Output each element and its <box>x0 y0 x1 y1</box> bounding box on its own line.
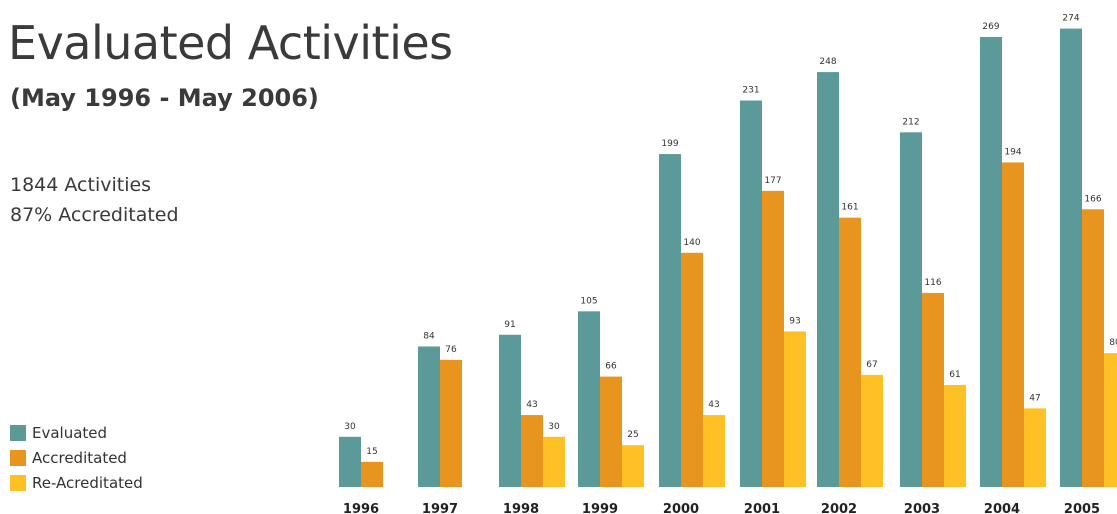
x-tick-label-1998: 1998 <box>503 502 539 514</box>
x-tick-label-1999: 1999 <box>582 502 618 514</box>
data-label-accreditated-1997: 76 <box>445 345 457 355</box>
bar-evaluated-1997 <box>418 346 440 487</box>
bar-evaluated-1998 <box>499 334 521 487</box>
data-label-re-acreditated-2003: 61 <box>949 370 960 380</box>
legend-label-accreditated: Accreditated <box>32 448 127 467</box>
data-label-evaluated-1997: 84 <box>423 331 435 341</box>
bar-re-acreditated-1998 <box>543 436 565 487</box>
bar-evaluated-2002 <box>817 72 839 487</box>
data-label-accreditated-1999: 66 <box>605 362 617 372</box>
legend-label-evaluated: Evaluated <box>32 423 108 442</box>
bar-re-acreditated-1999 <box>622 445 644 487</box>
legend-item-re-acreditated: Re-Acreditated <box>10 470 143 495</box>
data-label-evaluated-1998: 91 <box>504 320 515 330</box>
legend-item-accreditated: Accreditated <box>10 445 143 470</box>
data-label-accreditated-2004: 194 <box>1004 147 1021 157</box>
bar-re-acreditated-2001 <box>784 331 806 487</box>
bar-evaluated-1996 <box>339 436 361 487</box>
activities-count: 1844 Activities <box>10 174 152 196</box>
bar-re-acreditated-2002 <box>861 374 883 487</box>
bar-accreditated-1998 <box>521 415 543 487</box>
summary-stats: 1844 Activities 87% Accreditated <box>10 170 179 230</box>
bar-evaluated-2001 <box>740 100 762 488</box>
bar-evaluated-2000 <box>659 154 681 487</box>
x-tick-label-2000: 2000 <box>663 502 699 514</box>
bar-accreditated-2003 <box>922 292 944 487</box>
data-label-accreditated-2000: 140 <box>683 238 700 248</box>
bar-evaluated-2005 <box>1060 28 1082 488</box>
bar-accreditated-2004 <box>1002 162 1024 488</box>
data-label-evaluated-1996: 30 <box>344 422 356 432</box>
bar-evaluated-2004 <box>980 36 1002 487</box>
data-label-re-acreditated-2000: 43 <box>708 400 719 410</box>
accredited-percent: 87% Accreditated <box>10 204 179 226</box>
data-label-evaluated-2001: 231 <box>742 86 759 96</box>
bar-accreditated-2005 <box>1082 209 1104 488</box>
bar-evaluated-1999 <box>578 311 600 487</box>
data-label-accreditated-2002: 161 <box>841 203 858 213</box>
bar-accreditated-1996 <box>361 461 383 487</box>
bar-accreditated-2000 <box>681 252 703 487</box>
x-tick-label-2005: 2005 <box>1064 502 1100 514</box>
bar-evaluated-2003 <box>900 132 922 487</box>
data-label-re-acreditated-1999: 25 <box>627 430 638 440</box>
x-tick-label-1997: 1997 <box>422 502 458 514</box>
x-tick-label-1996: 1996 <box>343 502 379 514</box>
data-label-re-acreditated-2002: 67 <box>866 360 877 370</box>
bar-accreditated-2001 <box>762 190 784 487</box>
legend-label-re-acreditated: Re-Acreditated <box>32 473 143 492</box>
legend: Evaluated Accreditated Re-Acreditated <box>10 420 143 495</box>
bar-accreditated-1999 <box>600 376 622 487</box>
data-label-evaluated-2003: 212 <box>902 117 919 127</box>
legend-item-evaluated: Evaluated <box>10 420 143 445</box>
x-tick-label-2003: 2003 <box>904 502 940 514</box>
data-label-evaluated-2004: 269 <box>982 22 999 32</box>
data-label-accreditated-1996: 15 <box>366 447 377 457</box>
x-tick-label-2002: 2002 <box>821 502 857 514</box>
chart-title: Evaluated Activities <box>8 16 453 70</box>
data-label-re-acreditated-2005: 80 <box>1109 338 1117 348</box>
data-label-accreditated-2001: 177 <box>764 176 781 186</box>
data-label-re-acreditated-2004: 47 <box>1029 393 1040 403</box>
data-label-evaluated-2002: 248 <box>819 57 836 67</box>
data-label-accreditated-2005: 166 <box>1084 194 1101 204</box>
data-label-evaluated-2005: 274 <box>1062 14 1079 24</box>
bar-re-acreditated-2000 <box>703 415 725 487</box>
x-tick-label-2001: 2001 <box>744 502 780 514</box>
bar-re-acreditated-2005 <box>1104 353 1117 487</box>
bar-re-acreditated-2004 <box>1024 408 1046 487</box>
data-label-re-acreditated-2001: 93 <box>789 316 800 326</box>
legend-swatch-evaluated <box>10 424 26 441</box>
legend-swatch-accreditated <box>10 449 26 466</box>
bar-re-acreditated-2003 <box>944 384 966 487</box>
legend-swatch-re-acreditated <box>10 474 26 491</box>
chart-subtitle: (May 1996 - May 2006) <box>10 84 319 112</box>
bar-accreditated-2002 <box>839 217 861 487</box>
data-label-accreditated-1998: 43 <box>526 400 537 410</box>
data-label-evaluated-2000: 199 <box>661 139 678 149</box>
data-label-evaluated-1999: 105 <box>580 296 597 306</box>
data-label-accreditated-2003: 116 <box>924 278 941 288</box>
x-tick-label-2004: 2004 <box>984 502 1020 514</box>
data-label-re-acreditated-1998: 30 <box>548 422 560 432</box>
bar-accreditated-1997 <box>440 359 462 487</box>
